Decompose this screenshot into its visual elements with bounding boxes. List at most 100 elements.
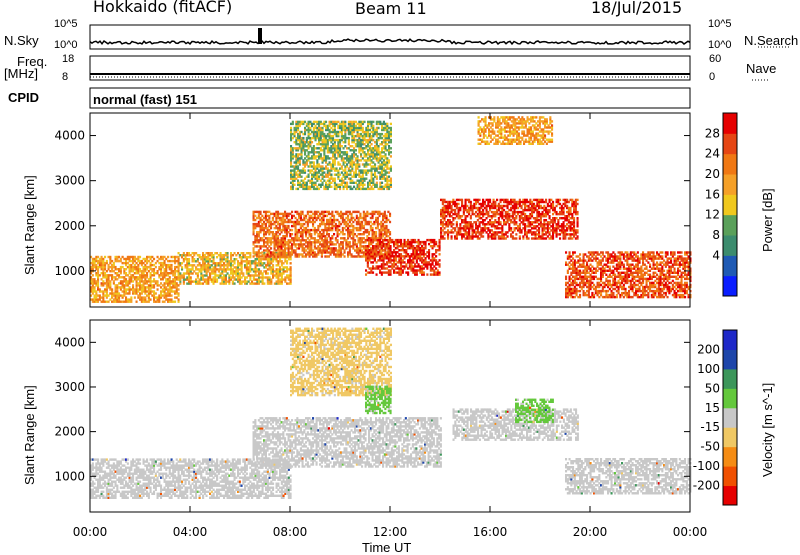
data-cell	[90, 278, 93, 281]
data-cell	[636, 261, 639, 264]
data-cell	[137, 270, 140, 273]
data-cell	[573, 231, 576, 234]
data-cell	[574, 198, 577, 202]
data-cell	[532, 206, 535, 210]
data-cell	[398, 245, 401, 248]
data-cell	[329, 222, 332, 226]
data-cell	[487, 221, 490, 224]
data-cell	[445, 200, 448, 204]
data-cell	[524, 227, 527, 230]
data-cell	[589, 283, 592, 287]
data-cell	[292, 243, 295, 246]
data-cell	[447, 204, 450, 208]
data-cell	[497, 204, 500, 208]
data-cell	[403, 249, 406, 252]
data-cell	[552, 219, 555, 222]
data-cell	[142, 270, 145, 273]
data-cell	[531, 208, 534, 212]
data-cell	[572, 279, 575, 283]
data-cell	[504, 237, 507, 240]
data-cell	[384, 245, 387, 248]
data-cell	[389, 245, 392, 248]
data-cell	[504, 212, 507, 216]
data-cell	[649, 273, 652, 276]
data-cell	[621, 277, 624, 281]
data-cell	[357, 218, 360, 222]
data-cell	[419, 251, 422, 254]
data-cell	[102, 272, 105, 275]
data-cell	[261, 245, 264, 248]
data-cell	[275, 210, 278, 214]
data-cell	[324, 251, 327, 254]
data-cell	[263, 241, 266, 244]
data-cell	[310, 253, 313, 256]
data-cell	[532, 198, 535, 202]
data-cell	[603, 285, 606, 289]
data-cell	[429, 238, 432, 242]
data-cell	[322, 216, 325, 220]
data-cell	[285, 243, 288, 246]
data-cell	[275, 214, 278, 218]
data-cell	[306, 218, 309, 222]
data-cell	[139, 255, 142, 259]
data-cell	[97, 280, 100, 283]
data-cell	[144, 263, 147, 267]
data-cell	[621, 291, 624, 295]
data-cell	[574, 206, 577, 210]
data-cell	[132, 286, 135, 289]
data-cell	[278, 251, 281, 254]
data-cell	[158, 261, 161, 265]
data-cell	[207, 256, 210, 259]
data-cell	[527, 200, 530, 204]
data-cell	[280, 239, 283, 242]
data-cell	[336, 228, 339, 232]
data-cell	[287, 214, 290, 218]
data-cell	[421, 245, 424, 248]
data-cell	[560, 212, 563, 216]
data-cell	[659, 255, 662, 258]
data-cell	[303, 251, 306, 254]
data-cell	[567, 227, 570, 230]
data-cell	[501, 225, 504, 228]
data-cell	[256, 282, 259, 285]
data-cell	[635, 253, 638, 256]
data-cell	[515, 215, 518, 218]
data-cell	[231, 270, 234, 273]
data-cell	[387, 245, 390, 248]
data-cell	[137, 263, 140, 267]
data-cell	[566, 233, 569, 236]
data-cell	[489, 219, 492, 222]
data-cell	[629, 267, 632, 270]
data-cell	[532, 204, 535, 208]
data-cell	[603, 289, 606, 293]
data-cell	[333, 224, 336, 228]
data-cell	[327, 247, 330, 250]
data-cell	[431, 273, 434, 276]
data-cell	[313, 231, 316, 234]
data-cell	[475, 235, 478, 238]
data-cell	[153, 280, 156, 283]
data-cell	[598, 253, 601, 256]
data-cell	[306, 231, 309, 234]
data-cell	[555, 225, 558, 228]
data-cell	[327, 228, 330, 232]
data-cell	[285, 224, 288, 228]
data-cell	[158, 268, 161, 271]
data-cell	[587, 271, 590, 274]
data-cell	[338, 253, 341, 256]
data-cell	[163, 284, 166, 287]
data-cell	[258, 258, 261, 261]
data-cell	[591, 255, 594, 258]
data-cell	[299, 222, 302, 226]
data-cell	[268, 237, 271, 240]
data-cell	[473, 198, 476, 202]
data-cell	[177, 272, 180, 275]
data-cell	[645, 259, 648, 262]
data-cell	[538, 231, 541, 234]
data-cell	[210, 280, 213, 283]
data-cell	[600, 267, 603, 270]
data-cell	[375, 251, 378, 254]
data-cell	[375, 247, 378, 250]
data-cell	[506, 210, 509, 214]
data-cell	[245, 276, 248, 279]
